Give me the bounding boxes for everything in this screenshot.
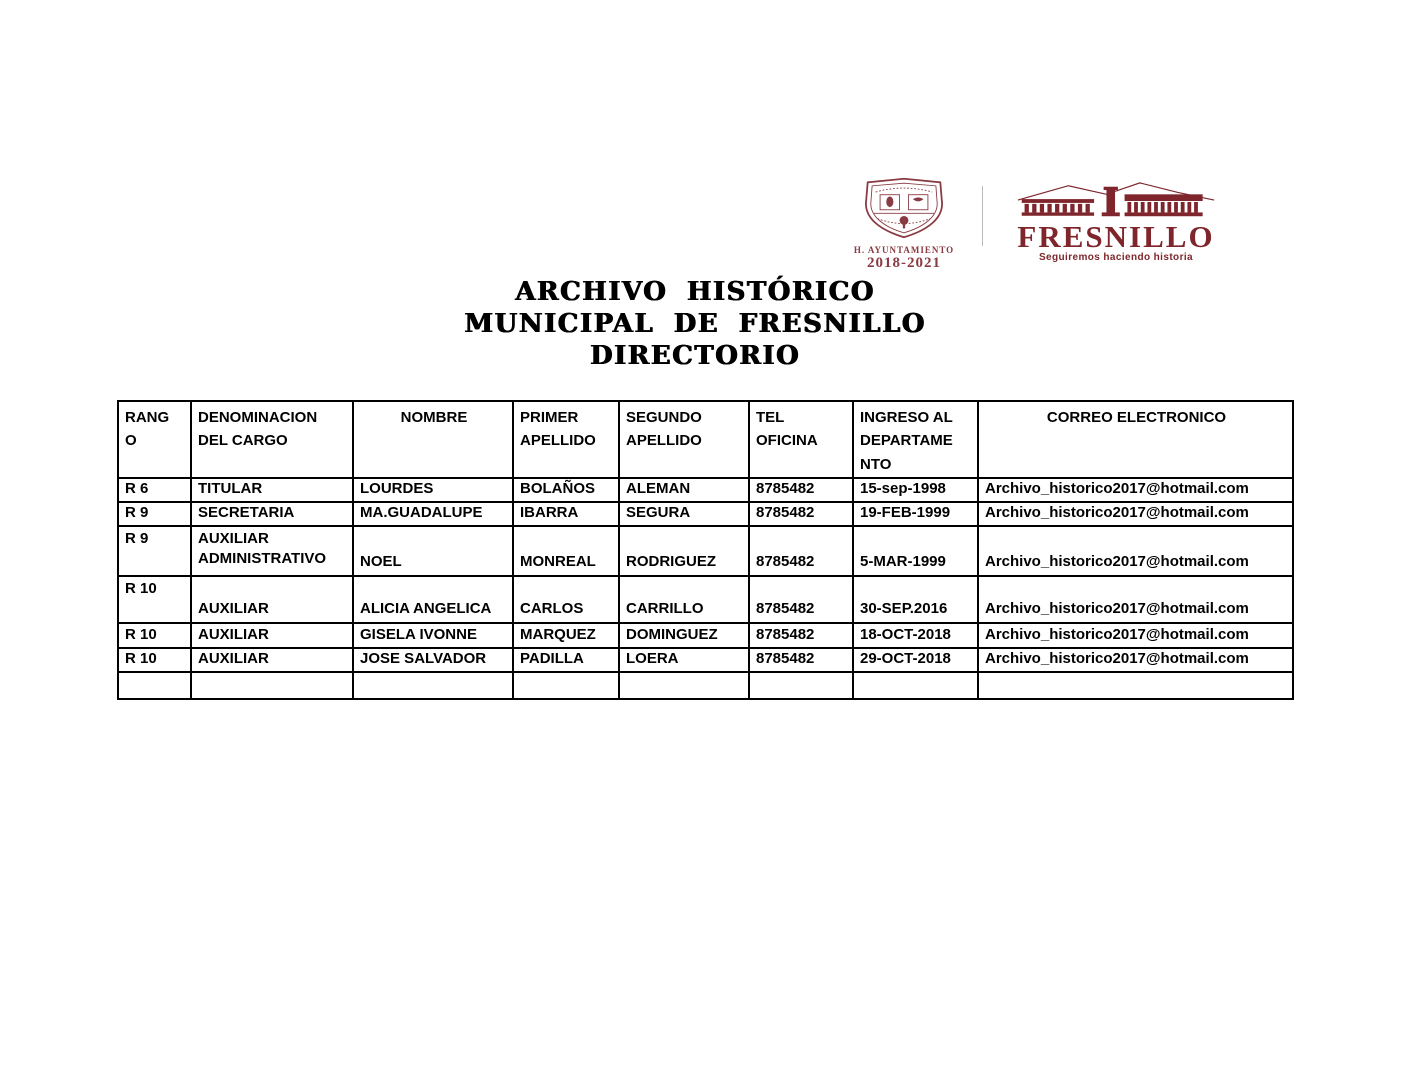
title-line-1: ARCHIVO HISTÓRICO bbox=[515, 277, 875, 307]
cell-telefono: 8785482 bbox=[748, 501, 854, 527]
cell-cargo bbox=[190, 671, 354, 700]
cell-correo: Archivo_historico2017@hotmail.com bbox=[977, 501, 1294, 527]
title-line-3: DIRECTORIO bbox=[589, 341, 801, 371]
cell-rango: R 10 bbox=[117, 575, 192, 624]
cell-cargo: TITULAR bbox=[190, 477, 354, 503]
table-row: R 9 AUXILIAR ADMINISTRATIVO NOEL MONREAL… bbox=[117, 525, 1294, 577]
cell-correo: Archivo_historico2017@hotmail.com bbox=[977, 575, 1294, 624]
cell-fecha-ingreso: 19-FEB-1999 bbox=[852, 501, 979, 527]
col-header-segundo-apellido: SEGUNDO APELLIDO bbox=[618, 400, 750, 479]
col-header-ingreso-al-departamento: INGRESO AL DEPARTAME NTO bbox=[852, 400, 979, 479]
cell-segundo-apellido: LOERA bbox=[618, 647, 750, 673]
cell-rango: R 6 bbox=[117, 477, 192, 503]
cell-fecha-ingreso: 30-SEP.2016 bbox=[852, 575, 979, 624]
table-row: R 10 AUXILIAR ALICIA ANGELICA CARLOS CAR… bbox=[117, 575, 1294, 624]
cell-nombre: NOEL bbox=[352, 525, 514, 577]
logo-divider bbox=[982, 186, 983, 246]
title-line-2: MUNICIPAL DE FRESNILLO bbox=[464, 309, 926, 339]
cell-primer-apellido: PADILLA bbox=[512, 647, 620, 673]
cell-cargo: SECRETARIA bbox=[190, 501, 354, 527]
cell-telefono: 8785482 bbox=[748, 525, 854, 577]
cell-segundo-apellido: ALEMAN bbox=[618, 477, 750, 503]
cell-correo: Archivo_historico2017@hotmail.com bbox=[977, 622, 1294, 649]
cell-nombre: ALICIA ANGELICA bbox=[352, 575, 514, 624]
cell-primer-apellido: BOLAÑOS bbox=[512, 477, 620, 503]
municipal-crest: H. AYUNTAMIENTO 2018-2021 bbox=[850, 177, 958, 272]
col-header-correo-electronico: CORREO ELECTRONICO bbox=[977, 400, 1294, 479]
cell-correo: Archivo_historico2017@hotmail.com bbox=[977, 647, 1294, 673]
directory-table: RANG O DENOMINACION DEL CARGO NOMBRE PRI… bbox=[117, 400, 1294, 700]
cell-nombre: GISELA IVONNE bbox=[352, 622, 514, 649]
crest-org-label: H. AYUNTAMIENTO bbox=[853, 245, 955, 255]
table-row-empty bbox=[117, 671, 1294, 700]
table-header-row: RANG O DENOMINACION DEL CARGO NOMBRE PRI… bbox=[117, 400, 1294, 479]
cell-fecha-ingreso: 29-OCT-2018 bbox=[852, 647, 979, 673]
cell-primer-apellido: IBARRA bbox=[512, 501, 620, 527]
cell-cargo: AUXILIAR bbox=[190, 575, 354, 624]
brand-name: FRESNILLO bbox=[1017, 219, 1215, 254]
col-header-primer-apellido: PRIMER APELLIDO bbox=[512, 400, 620, 479]
cell-primer-apellido: MONREAL bbox=[512, 525, 620, 577]
cell-telefono: 8785482 bbox=[748, 647, 854, 673]
cell-nombre: LOURDES bbox=[352, 477, 514, 503]
cell-correo bbox=[977, 671, 1294, 700]
col-header-denominacion-del-cargo: DENOMINACION DEL CARGO bbox=[190, 400, 354, 479]
cell-segundo-apellido: RODRIGUEZ bbox=[618, 525, 750, 577]
cell-nombre: JOSE SALVADOR bbox=[352, 647, 514, 673]
cell-primer-apellido: CARLOS bbox=[512, 575, 620, 624]
cell-rango: R 10 bbox=[117, 622, 192, 649]
crest-shield-icon bbox=[865, 177, 943, 239]
cell-rango: R 10 bbox=[117, 647, 192, 673]
cell-primer-apellido: MARQUEZ bbox=[512, 622, 620, 649]
document-title: ARCHIVO HISTÓRICO MUNICIPAL DE FRESNILLO… bbox=[400, 276, 990, 372]
cell-segundo-apellido: DOMINGUEZ bbox=[618, 622, 750, 649]
table-row: R 10 AUXILIAR GISELA IVONNE MARQUEZ DOMI… bbox=[117, 622, 1294, 649]
bridge-monument-icon bbox=[1017, 182, 1215, 217]
cell-correo: Archivo_historico2017@hotmail.com bbox=[977, 477, 1294, 503]
cell-nombre bbox=[352, 671, 514, 700]
cell-segundo-apellido: CARRILLO bbox=[618, 575, 750, 624]
cell-cargo: AUXILIAR bbox=[190, 622, 354, 649]
cell-telefono: 8785482 bbox=[748, 575, 854, 624]
table-row: R 10 AUXILIAR JOSE SALVADOR PADILLA LOER… bbox=[117, 647, 1294, 673]
cell-segundo-apellido bbox=[618, 671, 750, 700]
cell-nombre: MA.GUADALUPE bbox=[352, 501, 514, 527]
cell-rango: R 9 bbox=[117, 501, 192, 527]
crest-term-label: 2018-2021 bbox=[867, 255, 941, 271]
cell-telefono: 8785482 bbox=[748, 477, 854, 503]
cell-fecha-ingreso: 5-MAR-1999 bbox=[852, 525, 979, 577]
cell-cargo: AUXILIAR bbox=[190, 647, 354, 673]
col-header-nombre: NOMBRE bbox=[352, 400, 514, 479]
table-row: R 9 SECRETARIA MA.GUADALUPE IBARRA SEGUR… bbox=[117, 501, 1294, 527]
cell-fecha-ingreso: 15-sep-1998 bbox=[852, 477, 979, 503]
cell-cargo: AUXILIAR ADMINISTRATIVO bbox=[190, 525, 354, 577]
cell-segundo-apellido: SEGURA bbox=[618, 501, 750, 527]
table-row: R 6 TITULAR LOURDES BOLAÑOS ALEMAN 87854… bbox=[117, 477, 1294, 503]
fresnillo-logo: FRESNILLO Seguiremos haciendo historia bbox=[1005, 181, 1227, 263]
cell-rango bbox=[117, 671, 192, 700]
cell-fecha-ingreso bbox=[852, 671, 979, 700]
cell-telefono: 8785482 bbox=[748, 622, 854, 649]
col-header-tel-oficina: TEL OFICINA bbox=[748, 400, 854, 479]
col-header-rango: RANG O bbox=[117, 400, 192, 479]
cell-correo: Archivo_historico2017@hotmail.com bbox=[977, 525, 1294, 577]
brand-tagline: Seguiremos haciendo historia bbox=[1038, 252, 1193, 263]
cell-telefono bbox=[748, 671, 854, 700]
cell-primer-apellido bbox=[512, 671, 620, 700]
cell-rango: R 9 bbox=[117, 525, 192, 577]
cell-fecha-ingreso: 18-OCT-2018 bbox=[852, 622, 979, 649]
